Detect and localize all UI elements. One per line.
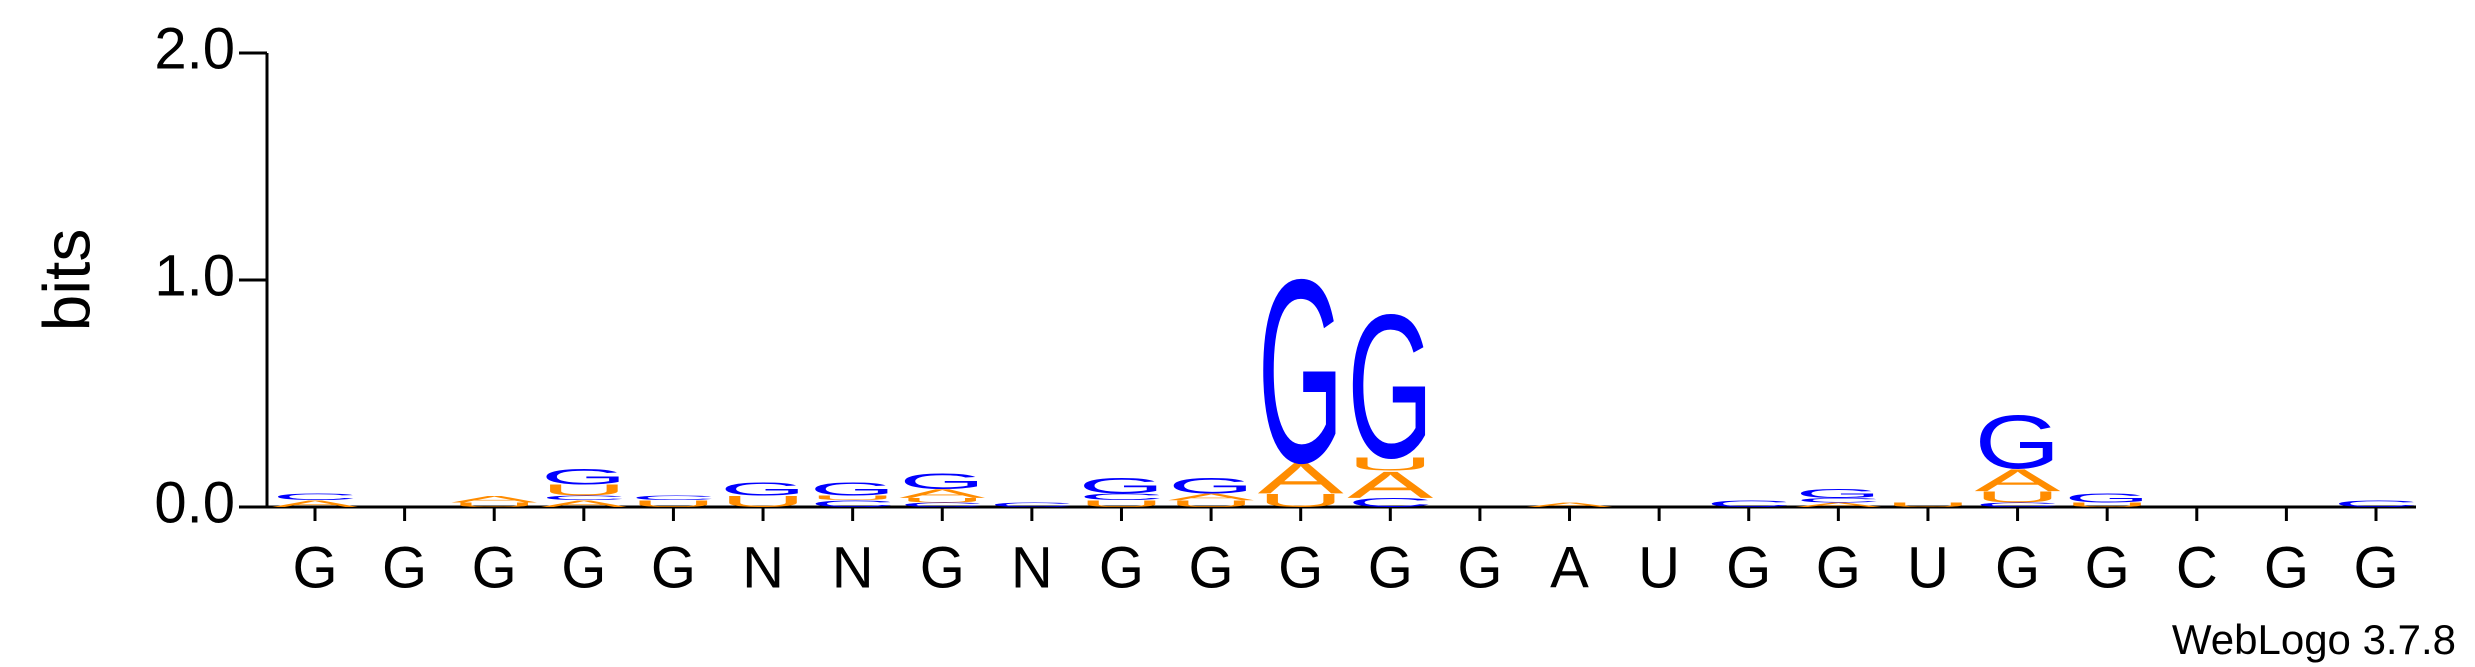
x-tick-label: G: [1278, 535, 1323, 600]
logo-letter: U: [1168, 499, 1254, 510]
logo-letter: C: [1795, 497, 1881, 504]
logo-letter: A: [1347, 464, 1434, 506]
logo-letter: A: [1527, 501, 1614, 508]
logo-letter: C: [1975, 501, 2061, 508]
logo-letter: C: [541, 495, 627, 502]
logo-letter: G: [899, 469, 985, 494]
logo-letter: U: [1975, 488, 2061, 506]
logo-letter: A: [899, 487, 986, 501]
logo-letter: C: [630, 495, 716, 502]
x-tick-label: G: [1457, 535, 1502, 600]
x-tick-label: N: [832, 535, 874, 600]
logo-letter: U: [1078, 499, 1164, 510]
logo-letter: C: [899, 501, 985, 508]
logo-letter: G: [1168, 474, 1254, 499]
x-tick-label: G: [2085, 535, 2130, 600]
logo-letter: U: [899, 497, 985, 504]
logo-letter: G: [720, 479, 806, 500]
x-tick-label: A: [1550, 535, 1589, 600]
x-tick-label: G: [561, 535, 606, 600]
y-axis-label: bits: [29, 229, 103, 332]
x-tick-label: G: [2353, 535, 2398, 600]
logo-letter: A: [1258, 454, 1345, 503]
logo-letter: C: [1347, 496, 1433, 510]
logo-letter: U: [630, 499, 716, 510]
logo-letter: G: [1347, 273, 1433, 502]
x-tick-label: G: [1816, 535, 1861, 600]
y-tick-label: 1.0: [154, 243, 235, 308]
logo-letter: G: [1258, 225, 1344, 517]
logo-letter: A: [1795, 501, 1882, 508]
logo-letter: G: [541, 464, 627, 489]
logo-letter: G: [1795, 487, 1881, 501]
logo-letter: U: [1885, 501, 1971, 508]
logo-letter: U: [451, 501, 537, 508]
x-tick-label: G: [2264, 535, 2309, 600]
x-tick-label: G: [292, 535, 337, 600]
x-tick-label: U: [1638, 535, 1680, 600]
logo-letter: U: [1258, 490, 1344, 511]
logo-letter: G: [1975, 400, 2061, 484]
logo-letter: C: [1706, 499, 1792, 510]
logo-letter: A: [451, 494, 538, 505]
x-tick-label: G: [1368, 535, 1413, 600]
logo-letter: U: [1347, 454, 1433, 475]
x-tick-label: G: [1099, 535, 1144, 600]
x-tick-label: N: [742, 535, 784, 600]
logo-letter: C: [810, 499, 896, 510]
logo-letter: G: [1078, 474, 1164, 499]
x-tick-label: G: [1189, 535, 1234, 600]
x-tick-label: C: [2176, 535, 2218, 600]
logo-letter: U: [541, 482, 627, 500]
logo-letter: U: [810, 495, 896, 502]
logo-letter: A: [1975, 463, 2062, 498]
x-tick-label: G: [1726, 535, 1771, 600]
logo-letter: C: [2333, 499, 2419, 510]
x-tick-label: G: [472, 535, 517, 600]
x-tick-label: G: [1995, 535, 2040, 600]
y-tick-label: 2.0: [154, 16, 235, 81]
y-tick-label: 0.0: [154, 470, 235, 535]
logo-letter: G: [2064, 491, 2150, 505]
x-tick-label: G: [651, 535, 696, 600]
logo-letter: C: [272, 492, 358, 503]
logo-letter: A: [541, 499, 628, 510]
credit: WebLogo 3.7.8: [2172, 616, 2456, 663]
logo-letter: C: [989, 501, 1075, 508]
logo-letter: C: [1078, 492, 1164, 503]
x-tick-label: G: [382, 535, 427, 600]
logo-letter: U: [720, 493, 806, 511]
logo-letter: U: [2064, 501, 2150, 508]
x-tick-label: G: [920, 535, 965, 600]
logo-letter: A: [1168, 492, 1255, 503]
x-tick-label: U: [1907, 535, 1949, 600]
x-tick-label: N: [1011, 535, 1053, 600]
logo-letter: A: [272, 499, 359, 510]
logo-letter: G: [810, 479, 896, 500]
